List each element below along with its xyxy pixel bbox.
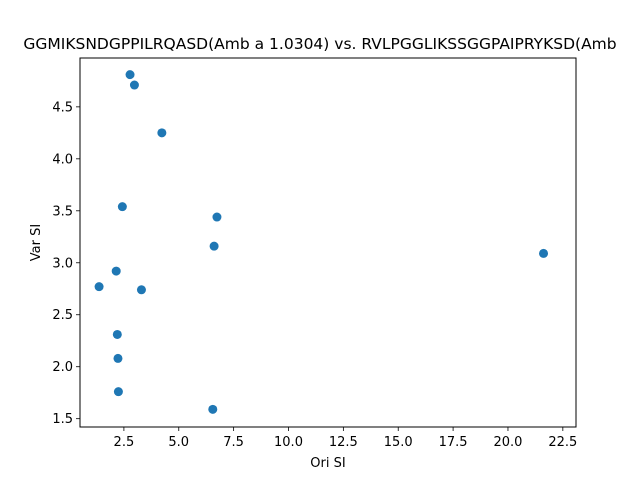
y-axis-ticks: 1.5 2.0 2.5 3.0 3.5 4.0 4.5 bbox=[52, 100, 80, 427]
points-layer bbox=[94, 70, 549, 414]
data-point bbox=[129, 80, 139, 90]
data-point bbox=[157, 128, 167, 138]
y-tick-label: 2.0 bbox=[52, 360, 73, 375]
data-point bbox=[136, 285, 146, 295]
x-tick-label: 20.0 bbox=[493, 435, 522, 450]
y-tick-label: 3.5 bbox=[52, 204, 73, 219]
data-point bbox=[212, 212, 222, 222]
data-point bbox=[209, 241, 219, 251]
y-tick-label: 3.0 bbox=[52, 256, 73, 271]
x-tick-label: 22.5 bbox=[548, 435, 577, 450]
y-tick-label: 1.5 bbox=[52, 412, 73, 427]
data-point bbox=[539, 248, 549, 258]
x-tick-label: 10.0 bbox=[274, 435, 303, 450]
data-point bbox=[94, 282, 104, 292]
data-point bbox=[112, 329, 122, 339]
x-tick-label: 5.0 bbox=[168, 435, 189, 450]
x-tick-label: 15.0 bbox=[384, 435, 413, 450]
data-point bbox=[125, 70, 135, 80]
x-tick-label: 12.5 bbox=[329, 435, 358, 450]
data-point bbox=[113, 387, 123, 397]
x-tick-label: 17.5 bbox=[439, 435, 468, 450]
data-point bbox=[111, 266, 121, 276]
y-tick-label: 4.5 bbox=[52, 100, 73, 115]
y-tick-label: 2.5 bbox=[52, 308, 73, 323]
plot-frame bbox=[79, 57, 577, 428]
data-point bbox=[117, 202, 127, 212]
data-point bbox=[113, 353, 123, 363]
x-axis-label: Ori SI bbox=[310, 456, 345, 471]
data-point bbox=[208, 404, 218, 414]
x-axis-ticks: 2.5 5.0 7.5 10.0 12.5 15.0 17.5 20.0 22.5 bbox=[114, 427, 577, 450]
y-axis-label: Var SI bbox=[29, 224, 44, 261]
x-tick-label: 7.5 bbox=[223, 435, 244, 450]
y-tick-label: 4.0 bbox=[52, 152, 73, 167]
chart-title: GGMIKSNDGPPILRQASD(Amb a 1.0304) vs. RVL… bbox=[23, 35, 616, 53]
x-tick-label: 2.5 bbox=[114, 435, 135, 450]
